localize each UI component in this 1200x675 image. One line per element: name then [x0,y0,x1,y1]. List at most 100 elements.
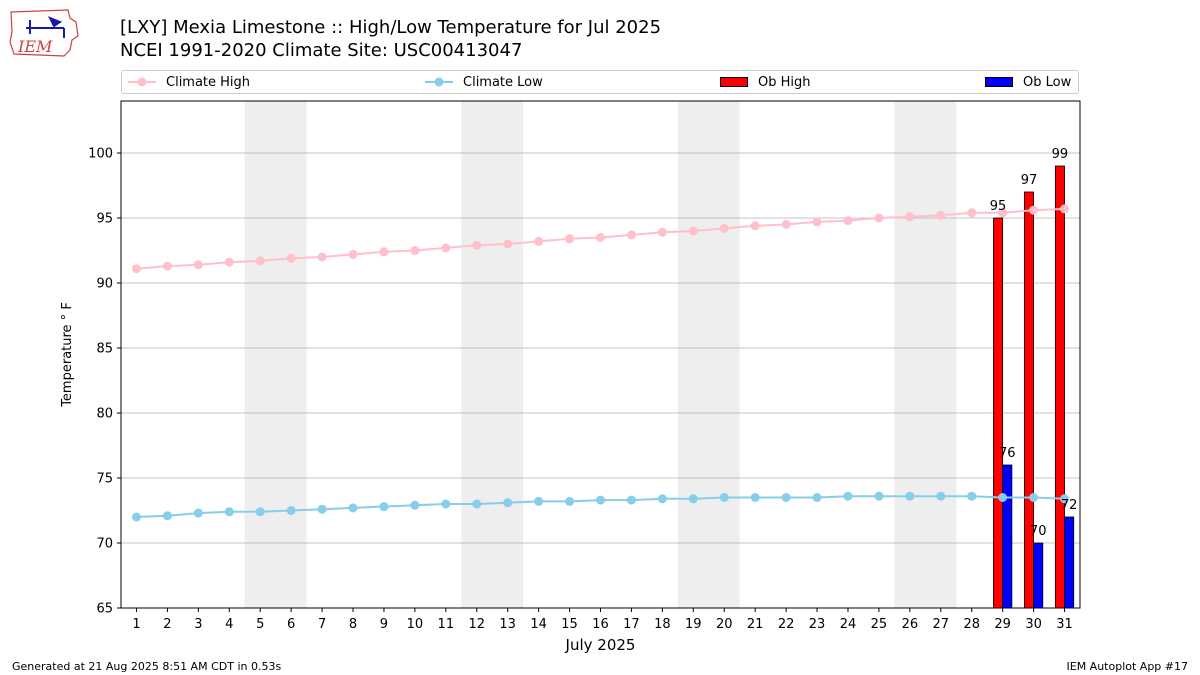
chart-title: [LXY] Mexia Limestone :: High/Low Temper… [120,17,662,38]
point-climate-low-19 [688,494,698,504]
point-climate-low-7 [317,504,327,514]
point-climate-high-31 [1060,204,1070,214]
ytick-label-100: 100 [88,147,113,162]
xtick-label-21: 21 [747,617,764,632]
point-climate-low-23 [812,493,822,502]
bar-ob-high-30 [1023,191,1034,609]
app-credit: IEM Autoplot App #17 [1066,660,1189,673]
xtick-label-7: 7 [318,617,326,632]
legend-label-ob-high: Ob High [758,74,811,90]
point-climate-low-6 [286,506,296,515]
data-label-ob-high-31: 99 [1052,147,1069,162]
point-climate-high-2 [162,261,172,271]
point-climate-low-30 [1029,493,1039,502]
line-climate-low [136,495,1065,518]
xtick-label-5: 5 [256,617,264,632]
point-climate-high-4 [224,257,234,267]
point-climate-high-8 [348,249,358,259]
bar-ob-high-29 [993,217,1004,609]
xtick-label-10: 10 [407,617,424,632]
point-climate-low-20 [719,493,729,502]
point-climate-high-29 [998,208,1008,218]
point-climate-high-25 [874,213,884,223]
point-climate-high-28 [967,208,977,218]
weekend-shade-0 [244,101,307,608]
xtick-label-28: 28 [963,617,980,632]
legend-item-ob-high: Ob High [720,74,811,90]
weekend-shade-2 [677,101,740,608]
xtick-label-12: 12 [468,617,485,632]
point-climate-high-21 [750,221,760,231]
xtick-label-19: 19 [685,617,702,632]
data-label-ob-low-31: 72 [1061,498,1078,513]
point-climate-high-19 [688,226,698,236]
legend-swatch-ob-low [985,77,1013,87]
generated-timestamp: Generated at 21 Aug 2025 8:51 AM CDT in … [12,660,282,673]
ytick-label-85: 85 [96,342,113,357]
chart-subtitle: NCEI 1991-2020 Climate Site: USC00413047 [120,40,523,61]
data-label-ob-low-29: 76 [999,446,1016,461]
xtick-label-27: 27 [933,617,950,632]
xtick-label-31: 31 [1056,617,1073,632]
point-climate-low-26 [905,491,915,501]
point-climate-high-26 [905,212,915,222]
point-climate-high-5 [255,256,265,266]
xtick-label-6: 6 [287,617,295,632]
point-climate-low-29 [998,493,1008,502]
point-climate-low-4 [224,507,234,517]
legend-label-climate-high: Climate High [166,74,251,90]
point-climate-high-3 [193,260,203,270]
legend-item-climate-low: Climate Low [425,74,543,90]
xtick-label-22: 22 [778,617,795,632]
legend-swatch-climate-low [425,77,453,87]
point-climate-low-17 [626,495,636,505]
legend-label-climate-low: Climate Low [463,74,543,90]
xtick-label-30: 30 [1025,617,1042,632]
point-climate-low-5 [255,507,265,517]
point-climate-low-14 [534,496,544,506]
point-climate-low-22 [781,493,791,502]
point-climate-low-2 [162,511,172,521]
ytick-label-90: 90 [96,277,113,292]
point-climate-high-20 [719,223,729,233]
line-climate-high [136,207,1065,270]
xtick-label-14: 14 [530,617,547,632]
point-climate-high-16 [596,233,605,242]
ytick-label-70: 70 [96,537,113,552]
xtick-label-9: 9 [380,617,388,632]
ytick-label-80: 80 [96,407,113,422]
point-climate-high-18 [657,227,667,237]
point-climate-low-18 [657,494,667,504]
x-axis-label: July 2025 [565,636,636,654]
ytick-label-75: 75 [96,472,113,487]
point-climate-low-28 [967,491,977,501]
data-label-ob-low-30: 70 [1030,524,1047,539]
legend-swatch-climate-high [128,77,156,87]
bar-ob-low-29 [1002,464,1013,609]
legend: Climate High Climate Low Ob High Ob Low [121,70,1079,94]
xtick-label-16: 16 [592,617,609,632]
point-climate-low-16 [596,495,605,505]
ytick-label-65: 65 [96,602,113,617]
point-climate-low-9 [379,502,389,512]
xtick-label-15: 15 [561,617,578,632]
bar-ob-low-31 [1064,516,1075,609]
logo-text: IEM [17,37,53,56]
point-climate-high-27 [936,210,946,220]
bar-ob-high-31 [1054,165,1065,609]
xtick-label-11: 11 [438,617,455,632]
point-climate-high-11 [441,243,451,253]
point-climate-low-24 [843,491,853,501]
bar-ob-low-30 [1033,542,1044,609]
point-climate-high-6 [286,253,296,263]
xtick-label-18: 18 [654,617,671,632]
point-climate-low-8 [348,503,358,513]
point-climate-high-9 [379,247,389,257]
point-climate-high-12 [472,240,482,250]
point-climate-low-12 [472,499,482,509]
point-climate-low-11 [441,499,451,509]
xtick-label-1: 1 [132,617,140,632]
y-axis-label: Temperature ° F [60,302,75,408]
point-climate-low-21 [750,493,760,502]
point-climate-low-31 [1060,494,1070,504]
